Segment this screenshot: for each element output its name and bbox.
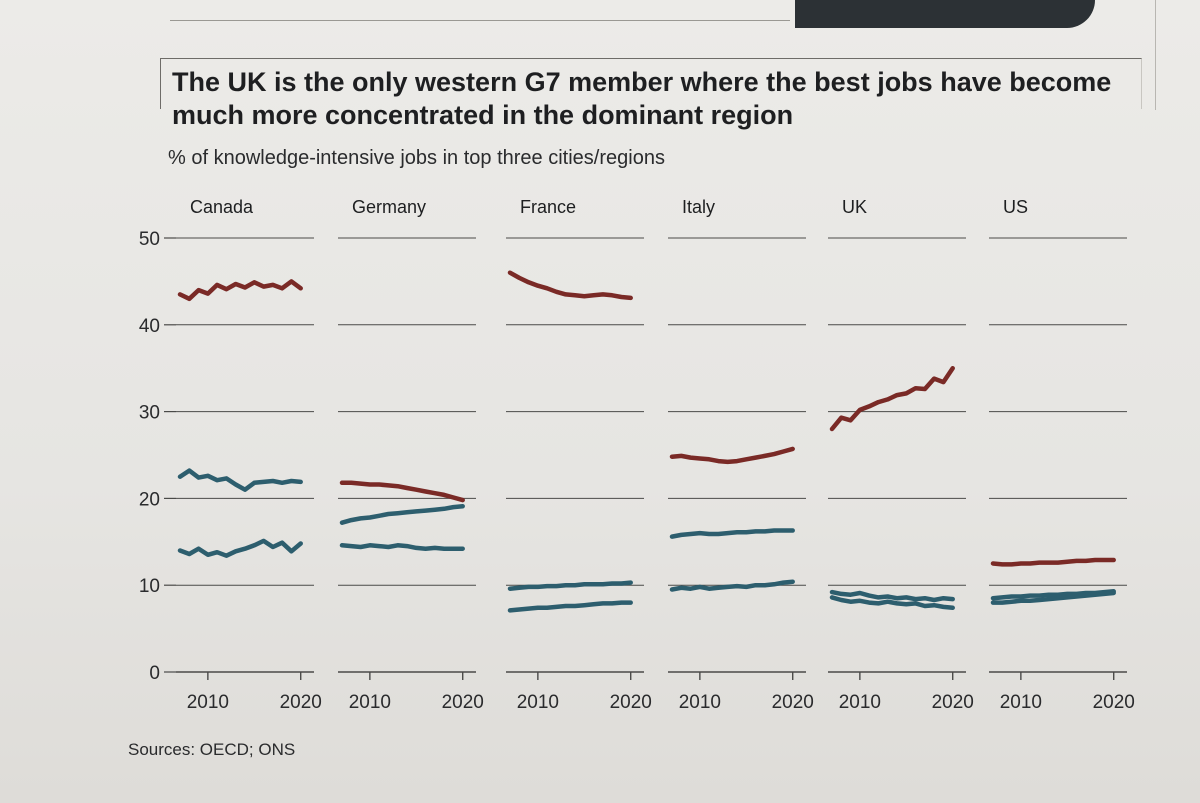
y-tick-label: 0 (149, 663, 160, 684)
x-tick-label: 2020 (1093, 692, 1135, 713)
x-tick-label: 2020 (610, 692, 652, 713)
x-tick-label: 2020 (442, 692, 484, 713)
panel-title-france: France (520, 197, 576, 217)
y-tick-label: 10 (139, 576, 160, 597)
x-tick-label: 2020 (772, 692, 814, 713)
dark-header-shape (795, 0, 1095, 28)
x-tick-label: 2020 (932, 692, 974, 713)
panel-title-canada: Canada (190, 197, 254, 217)
series-line-france-second (507, 580, 633, 591)
panel-title-germany: Germany (352, 197, 426, 217)
series-line-italy-third (669, 579, 795, 592)
chart-title: The UK is the only western G7 member whe… (172, 67, 1112, 130)
series-line-germany-first (339, 480, 465, 503)
series-line-france-third (507, 600, 633, 613)
chart-subtitle: % of knowledge-intensive jobs in top thr… (168, 147, 665, 169)
series-line-canada-second (177, 468, 303, 492)
y-tick-label: 20 (139, 489, 160, 510)
series-line-germany-third (339, 543, 465, 551)
y-tick-label: 40 (139, 316, 160, 337)
panel-title-us: US (1003, 197, 1028, 217)
y-tick-label: 30 (139, 403, 160, 424)
series-line-italy-second (669, 528, 795, 539)
x-tick-label: 2010 (517, 692, 559, 713)
x-tick-label: 2020 (280, 692, 322, 713)
top-divider (170, 20, 790, 21)
series-line-uk-third (829, 595, 955, 611)
column-divider (1155, 0, 1156, 110)
panel-title-italy: Italy (682, 197, 715, 217)
title-bracket (160, 58, 1142, 109)
y-tick-label: 50 (139, 229, 160, 250)
series-line-canada-third (177, 538, 303, 558)
series-line-uk-first (829, 365, 955, 432)
chart-source: Sources: OECD; ONS (128, 740, 296, 759)
x-tick-label: 2010 (187, 692, 229, 713)
series-line-us-first (990, 557, 1116, 567)
series-line-germany-second (339, 503, 465, 525)
series-line-uk-second (829, 589, 955, 603)
series-line-us-third (990, 590, 1116, 605)
series-line-italy-first (669, 446, 795, 465)
x-tick-label: 2010 (349, 692, 391, 713)
panel-title-uk: UK (842, 197, 867, 217)
x-tick-label: 2010 (679, 692, 721, 713)
x-tick-label: 2010 (839, 692, 881, 713)
x-tick-label: 2010 (1000, 692, 1042, 713)
series-line-canada-first (177, 279, 303, 302)
series-line-france-first (507, 270, 633, 301)
